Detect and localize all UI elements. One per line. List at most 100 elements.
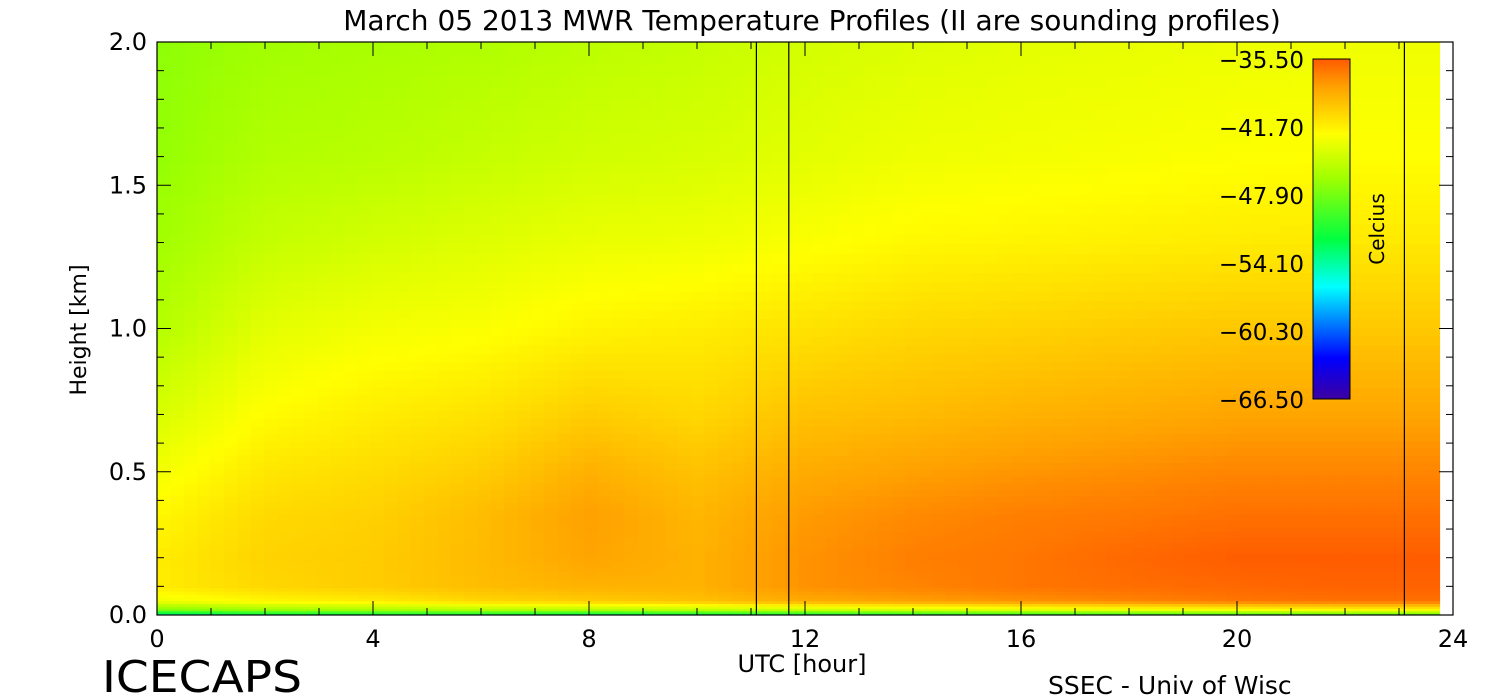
heatmap-cell [584,525,599,533]
heatmap-cell [464,394,479,404]
heatmap-cell [450,425,465,435]
heatmap-cell [157,594,171,599]
heatmap-cell [544,386,559,396]
heatmap-cell [357,262,372,274]
heatmap-cell [971,253,986,264]
heatmap-cell [584,482,599,490]
heatmap-cell [330,608,345,611]
heatmap-cell [170,542,185,549]
heatmap-cell [317,600,332,604]
heatmap-cell [303,502,318,509]
heatmap-cell [277,608,292,611]
heatmap-cell [597,130,612,143]
heatmap-cell [330,502,345,509]
heatmap-cell [357,152,372,164]
heatmap-cell [344,433,358,442]
heatmap-cell [758,353,773,363]
heatmap-cell [931,402,946,412]
heatmap-cell [784,610,799,613]
heatmap-cell [704,583,719,589]
heatmap-cell [490,514,505,521]
heatmap-cell [811,525,826,533]
heatmap-cell [918,120,933,132]
heatmap-cell [758,547,773,554]
heatmap-cell [410,291,425,301]
heatmap-cell [971,203,986,215]
heatmap-cell [410,608,425,611]
heatmap-cell [651,520,666,527]
heatmap-cell [210,425,225,435]
heatmap-cell [263,495,278,503]
heatmap-cell [410,418,425,427]
heatmap-cell [878,318,893,328]
heatmap-cell [584,605,599,609]
heatmap-cell [905,183,920,195]
heatmap-cell [517,386,532,396]
heatmap-cell [905,141,920,153]
heatmap-cell [731,233,746,245]
heatmap-cell [865,410,880,419]
heatmap-cell [157,203,171,215]
heatmap-cell [237,547,252,554]
heatmap-cell [865,300,880,311]
heatmap-cell [450,469,465,477]
heatmap-cell [157,130,171,143]
heatmap-cell [464,495,479,503]
heatmap-cell [784,502,799,509]
heatmap-cell [330,575,345,581]
heatmap-cell [490,300,505,311]
heatmap-cell [290,109,305,121]
heatmap-cell [784,531,799,538]
heatmap-cell [624,130,639,143]
heatmap-cell [905,531,920,538]
heatmap-cell [571,410,586,419]
heatmap-cell [771,53,786,66]
heatmap-cell [971,482,986,490]
heatmap-cell [303,476,318,484]
heatmap-cell [464,583,479,589]
heatmap-cell [437,489,452,497]
heatmap-cell [450,42,465,55]
heatmap-cell [450,130,465,143]
heatmap-cell [544,455,559,463]
heatmap-cell [905,233,920,245]
heatmap-cell [517,542,532,549]
heatmap-cell [624,557,639,563]
heatmap-cell [691,327,706,337]
heatmap-cell [838,613,853,615]
heatmap-cell [263,575,278,581]
heatmap-cell [958,224,973,235]
heatmap-cell [584,579,599,585]
heatmap-cell [317,610,332,613]
heatmap-cell [157,98,171,110]
heatmap-cell [183,579,198,585]
heatmap-cell [544,327,559,337]
heatmap-cell [344,152,358,164]
heatmap-cell [678,552,692,559]
heatmap-cell [824,162,839,174]
heatmap-cell [651,482,666,490]
heatmap-cell [517,64,532,77]
heatmap-cell [370,571,385,577]
heatmap-cell [290,612,305,615]
heatmap-cell [223,575,238,581]
heatmap-cell [210,370,225,380]
heatmap-cell [891,605,906,609]
heatmap-cell [758,75,773,88]
heatmap-cell [584,141,599,153]
heatmap-cell [490,327,505,337]
heatmap-cell [971,433,986,442]
heatmap-cell [651,253,666,264]
heatmap-cell [891,613,906,615]
heatmap-cell [544,433,559,442]
heatmap-cell [691,193,706,205]
heatmap-cell [851,344,866,355]
heatmap-cell [958,605,973,609]
heatmap-cell [237,597,252,602]
heatmap-cell [637,361,652,371]
heatmap-cell [210,469,225,477]
heatmap-cell [357,547,372,554]
heatmap-cell [263,193,278,205]
heatmap-cell [531,448,546,456]
heatmap-cell [891,418,906,427]
